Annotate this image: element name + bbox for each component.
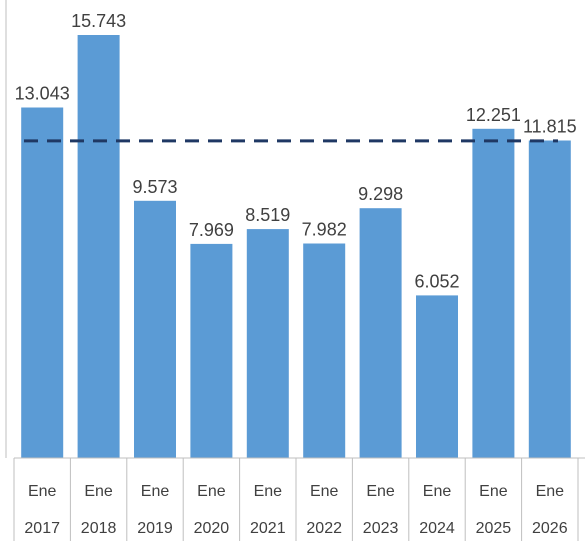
bars — [21, 35, 571, 459]
x-tick-label-year: 2025 — [476, 520, 512, 537]
value-labels: 13.043 15.743 9.573 7.969 8.519 7.982 9.298 6.0… — [15, 11, 577, 291]
value-label-2020: 7.969 — [189, 220, 234, 240]
value-label-2025: 12.251 — [466, 105, 521, 125]
bar-2021 — [246, 229, 289, 458]
value-label-2019: 9.573 — [132, 177, 177, 197]
x-axis: Ene 2017 Ene 2018 Ene 2019 Ene 2020 Ene 2021 Ene 20… — [13, 457, 585, 541]
x-tick-label-month: Ene — [536, 483, 565, 500]
bar-2023 — [359, 208, 402, 458]
x-tick-label-year: 2022 — [306, 520, 342, 537]
x-tick-label-month: Ene — [423, 483, 452, 500]
bar-2022 — [303, 243, 346, 458]
value-label-2017: 13.043 — [15, 84, 70, 104]
x-tick-label-year: 2020 — [194, 520, 230, 537]
x-tick-label-month: Ene — [479, 483, 508, 500]
x-tick-label-year: 2017 — [24, 520, 60, 537]
x-tick-label-year: 2019 — [137, 520, 173, 537]
x-tick-label-month: Ene — [28, 483, 57, 500]
x-tick-label-month: Ene — [84, 483, 113, 500]
x-tick-label-year: 2023 — [363, 520, 399, 537]
x-tick-label-month: Ene — [197, 483, 226, 500]
bar-2018 — [77, 35, 120, 458]
bar-2026 — [528, 140, 571, 458]
value-label-2023: 9.298 — [358, 184, 403, 204]
value-label-2018: 15.743 — [71, 11, 126, 31]
x-tick-label-year: 2026 — [532, 520, 568, 537]
value-label-2024: 6.052 — [414, 271, 459, 291]
value-label-2021: 8.519 — [245, 205, 290, 225]
value-label-2026: 11.815 — [523, 117, 577, 137]
bar-2025 — [472, 128, 515, 459]
bar-2017 — [21, 107, 64, 458]
x-tick-label-year: 2018 — [81, 520, 117, 537]
x-tick-label-year: 2021 — [250, 520, 286, 537]
bar-2020 — [190, 243, 233, 458]
value-label-2022: 7.982 — [302, 220, 347, 240]
x-tick-label-month: Ene — [366, 483, 395, 500]
bar-2024 — [416, 295, 458, 458]
x-tick-label-month: Ene — [254, 483, 283, 500]
bar-2019 — [134, 200, 176, 459]
x-tick-label-year: 2024 — [419, 520, 455, 537]
x-tick-label-month: Ene — [310, 483, 339, 500]
x-tick-label-month: Ene — [141, 483, 170, 500]
